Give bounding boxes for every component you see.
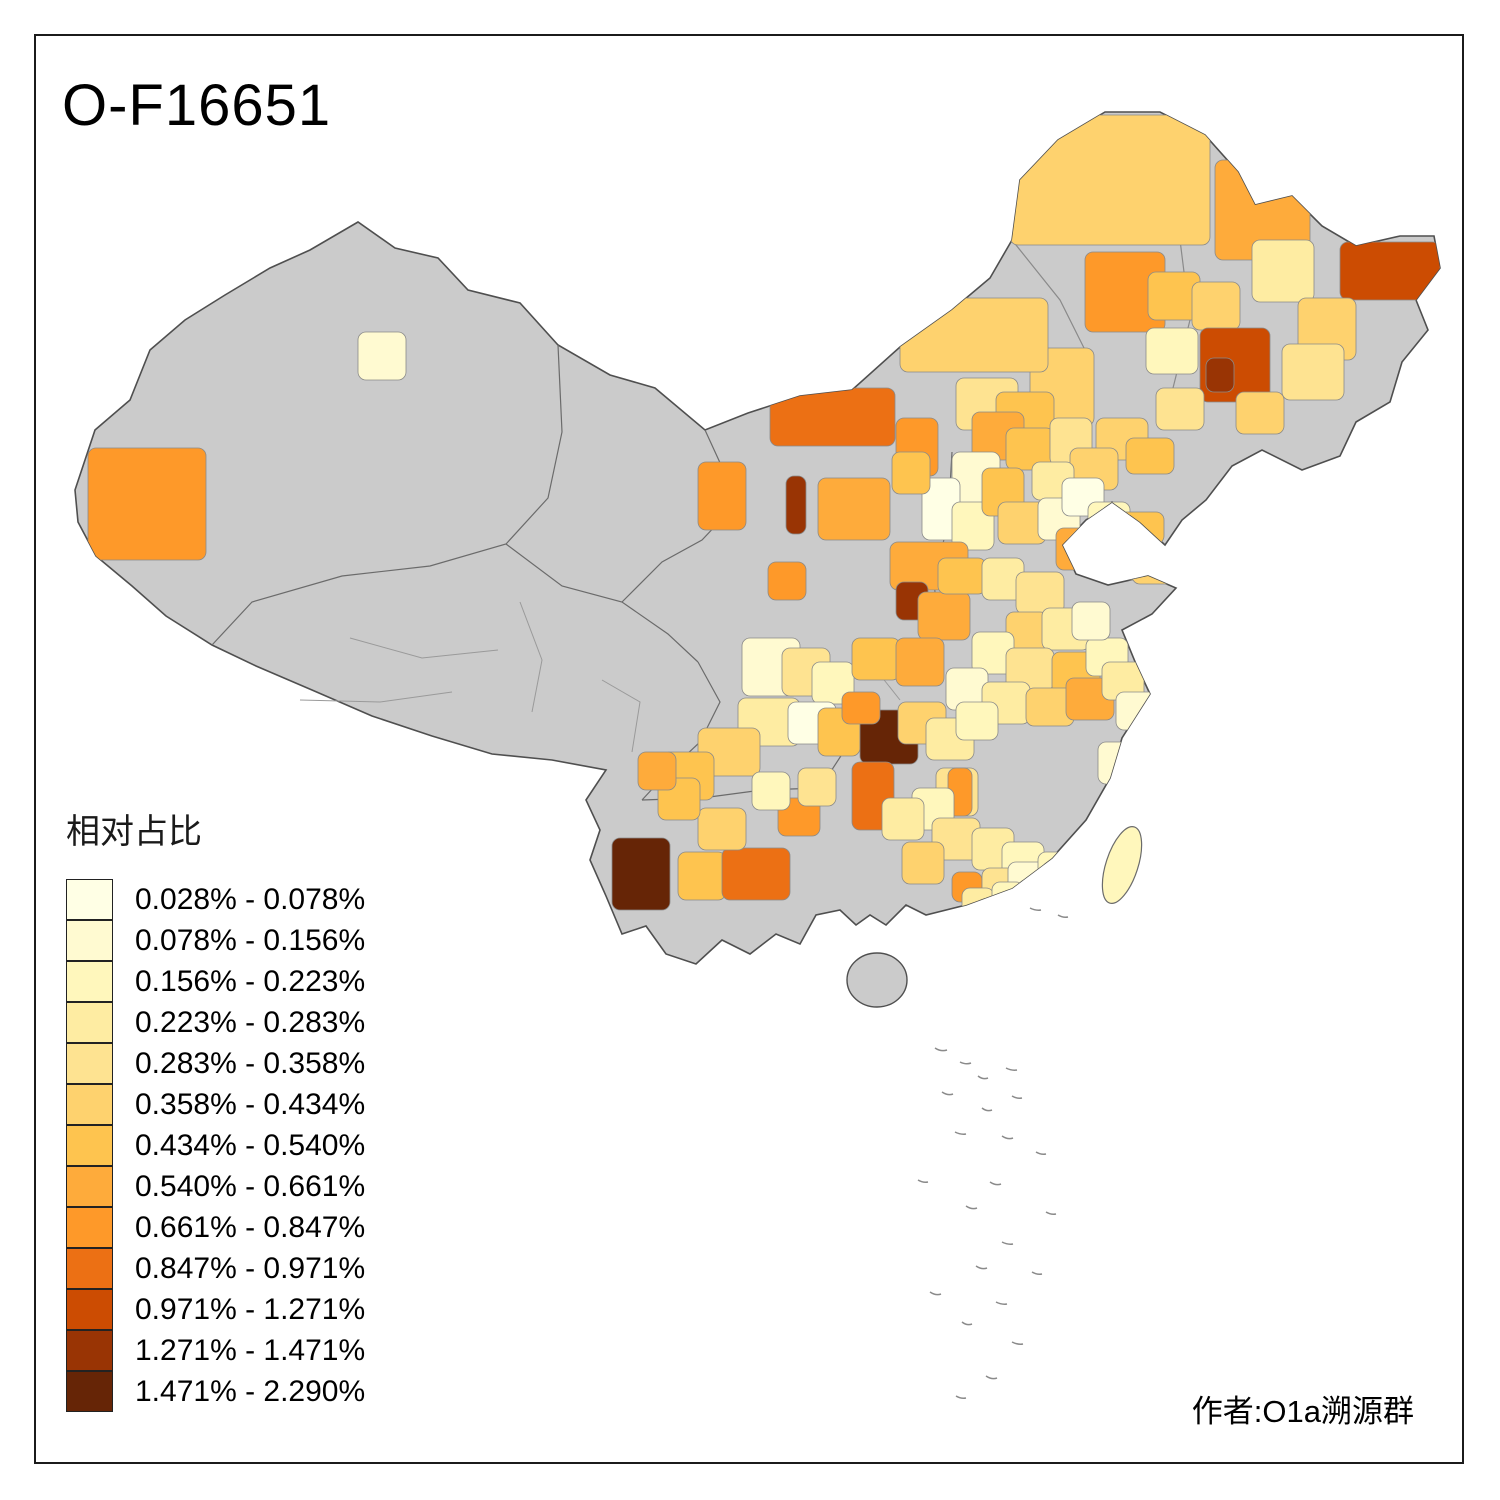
legend-label: 0.358% - 0.434% [135,1087,366,1121]
map-region [891,451,931,495]
map-region [697,807,747,851]
map-region [357,331,407,381]
legend-label: 0.283% - 0.358% [135,1046,366,1080]
map-region [1087,501,1131,545]
legend-label: 0.847% - 0.971% [135,1251,366,1285]
map-region [1235,391,1285,435]
legend-swatch [66,960,113,1002]
legend-item: 0.156% - 0.223% [66,960,546,1002]
map-region [1091,541,1141,581]
legend-label: 0.028% - 0.078% [135,882,366,916]
legend-swatch [66,1042,113,1084]
map-region [1339,241,1440,301]
map-region [1071,601,1111,641]
legend-label: 0.971% - 1.271% [135,1292,366,1326]
attribution-text: 作者:O1a溯源群 [1191,1394,1414,1429]
map-region [1009,114,1211,246]
legend-items: 0.028% - 0.078% 0.078% - 0.156% 0.156% - 0… [66,878,546,1412]
legend-item: 0.540% - 0.661% [66,1165,546,1207]
map-region [1205,357,1235,393]
legend-item: 0.358% - 0.434% [66,1083,546,1125]
map-region [895,637,945,687]
legend-swatch [66,1247,113,1289]
map-region [1251,239,1315,303]
map-region [797,767,837,807]
map-region [1131,551,1175,585]
map-region [87,447,207,561]
map-region [1037,851,1077,885]
legend-swatch [66,878,113,920]
map-region [1055,527,1105,571]
map-region [881,797,925,841]
legend-swatch [66,1124,113,1166]
legend-label: 0.540% - 0.661% [135,1169,366,1203]
legend-title: 相对占比 [66,813,202,851]
map-region [677,851,727,901]
legend-label: 0.078% - 0.156% [135,923,366,957]
legend-swatch [66,1083,113,1125]
map-region [751,771,791,811]
map-region [767,561,807,601]
legend-label: 0.223% - 0.283% [135,1005,366,1039]
legend-swatch [66,1329,113,1371]
legend-label: 0.434% - 0.540% [135,1128,366,1162]
legend-item: 0.434% - 0.540% [66,1124,546,1166]
legend-swatch [66,1288,113,1330]
map-region [611,837,671,911]
map-region [851,637,901,681]
map-region [1115,511,1165,545]
legend-swatch [66,1370,113,1412]
legend-item: 0.028% - 0.078% [66,878,546,920]
map-region [697,461,747,531]
legend-label: 0.661% - 0.847% [135,1210,366,1244]
legend-label: 1.271% - 1.471% [135,1333,366,1367]
map-region [769,387,896,447]
map-region [1155,387,1205,431]
sea-islands [917,907,1069,1399]
legend-swatch [66,919,113,961]
map-region [785,475,807,535]
page-title: O-F16651 [62,73,332,138]
map-region [637,751,677,791]
map-region [951,501,995,551]
legend-swatch [66,1165,113,1207]
map-region [1281,343,1345,401]
hainan-island [846,952,908,1008]
map-region [955,701,999,741]
legend-label: 0.156% - 0.223% [135,964,366,998]
legend-item: 0.847% - 0.971% [66,1247,546,1289]
legend: 相对占比 0.028% - 0.078% 0.078% - 0.156% 0.156… [66,804,546,1412]
legend-item: 1.471% - 2.290% [66,1370,546,1412]
legend-swatch [66,1206,113,1248]
map-region [817,477,891,541]
map-region [937,557,987,595]
map-region [899,297,1049,373]
map-region [1125,437,1175,475]
map-region [841,691,881,725]
legend-item: 0.283% - 0.358% [66,1042,546,1084]
legend-item: 0.661% - 0.847% [66,1206,546,1248]
legend-label: 1.471% - 2.290% [135,1374,366,1408]
map-region [1145,327,1199,375]
legend-item: 0.971% - 1.271% [66,1288,546,1330]
map-region [1191,281,1241,331]
map-region [721,847,791,901]
legend-swatch [66,1001,113,1043]
legend-item: 0.223% - 0.283% [66,1001,546,1043]
map-region [917,591,971,641]
legend-item: 1.271% - 1.471% [66,1329,546,1371]
legend-item: 0.078% - 0.156% [66,919,546,961]
taiwan-island [1101,826,1143,904]
map-region [1121,771,1161,811]
map-region [1137,635,1177,669]
map-region [901,841,945,885]
map-region [991,881,1025,909]
